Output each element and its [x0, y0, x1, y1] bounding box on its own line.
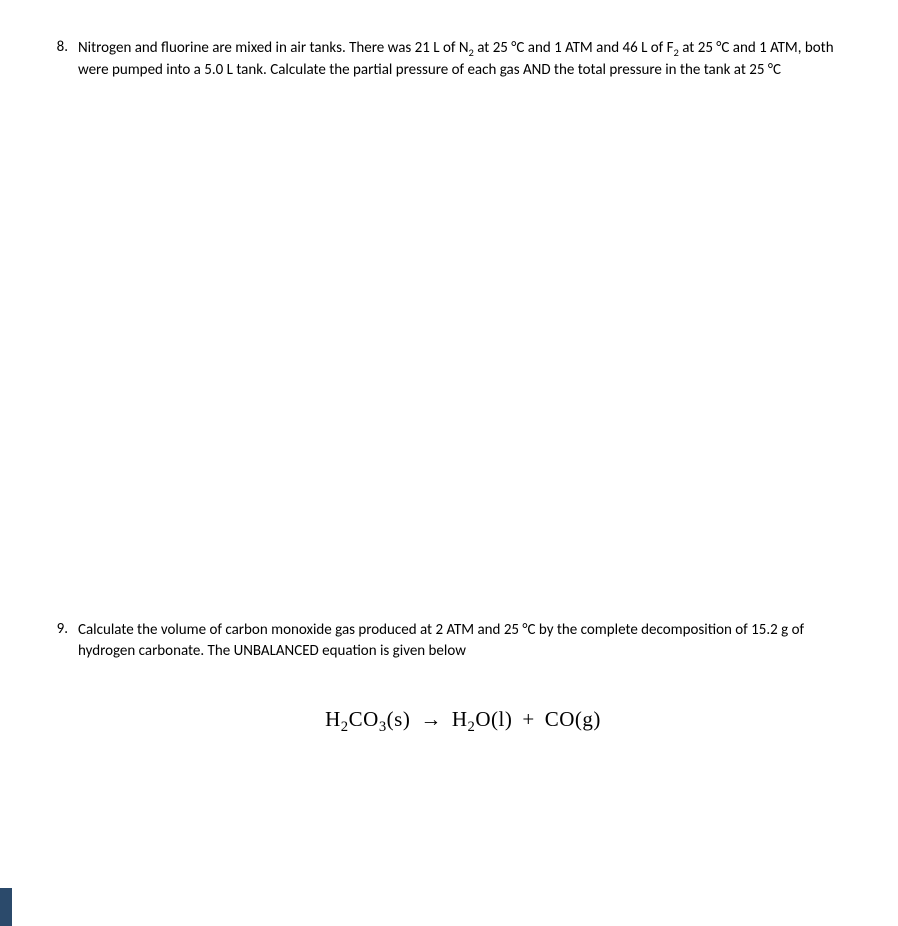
- problem-9: 9. Calculate the volume of carbon monoxi…: [50, 620, 848, 738]
- problem-text: Calculate the volume of carbon monoxide …: [78, 620, 848, 738]
- problem-9-statement: Calculate the volume of carbon monoxide …: [78, 621, 804, 659]
- problem-number: 8.: [50, 38, 78, 80]
- problem-8: 8. Nitrogen and fluorine are mixed in ai…: [50, 38, 848, 80]
- chemical-equation: H2CO3(s)→H2O(l)+CO(g): [78, 705, 848, 738]
- problem-text: Nitrogen and fluorine are mixed in air t…: [78, 38, 848, 80]
- problem-number: 9.: [50, 620, 78, 738]
- accent-bar: [0, 888, 12, 926]
